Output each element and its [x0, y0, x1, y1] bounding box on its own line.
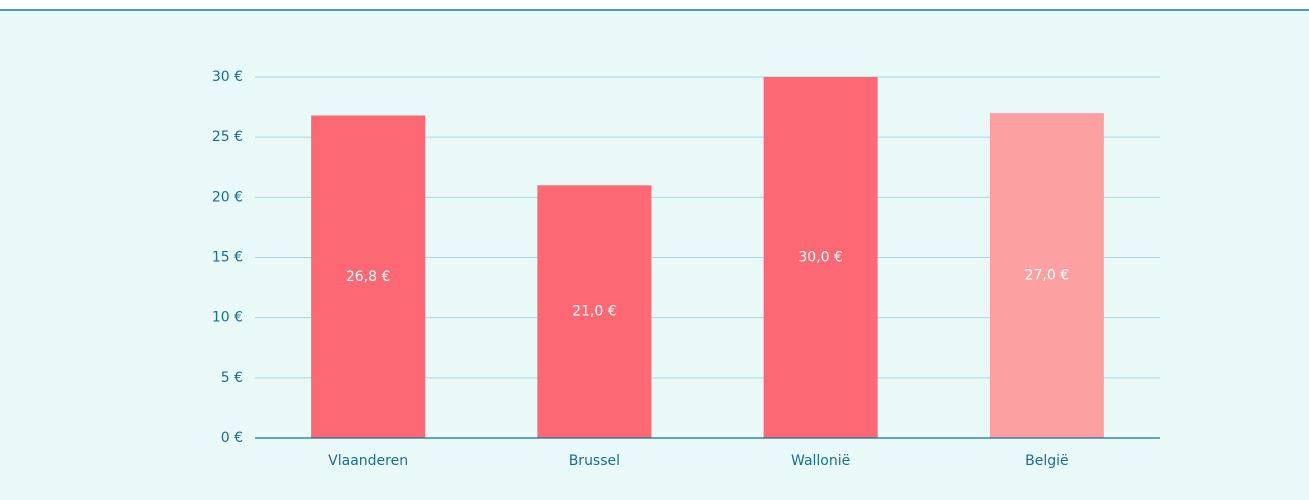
x-tick-label: België [1025, 453, 1069, 469]
value-label: 21,0 € [572, 304, 617, 320]
x-tick-label: Vlaanderen [328, 453, 408, 469]
value-label: 26,8 € [346, 269, 391, 285]
bar [763, 77, 878, 438]
bar [989, 113, 1104, 438]
bar [537, 185, 652, 438]
y-tick-label: 20 € [212, 189, 243, 205]
chart-background [0, 10, 1309, 500]
y-tick-label: 10 € [212, 310, 243, 326]
y-tick-label: 30 € [212, 69, 243, 85]
x-tick-label: Brussel [569, 453, 620, 469]
bar [311, 115, 426, 439]
y-tick-label: 15 € [212, 250, 243, 266]
value-label: 27,0 € [1025, 268, 1070, 284]
y-tick-label: 5 € [221, 370, 243, 386]
y-tick-label: 25 € [212, 129, 243, 145]
x-tick-label: Wallonië [791, 453, 850, 469]
y-tick-label: 0 € [221, 430, 243, 446]
value-label: 30,0 € [798, 250, 843, 266]
